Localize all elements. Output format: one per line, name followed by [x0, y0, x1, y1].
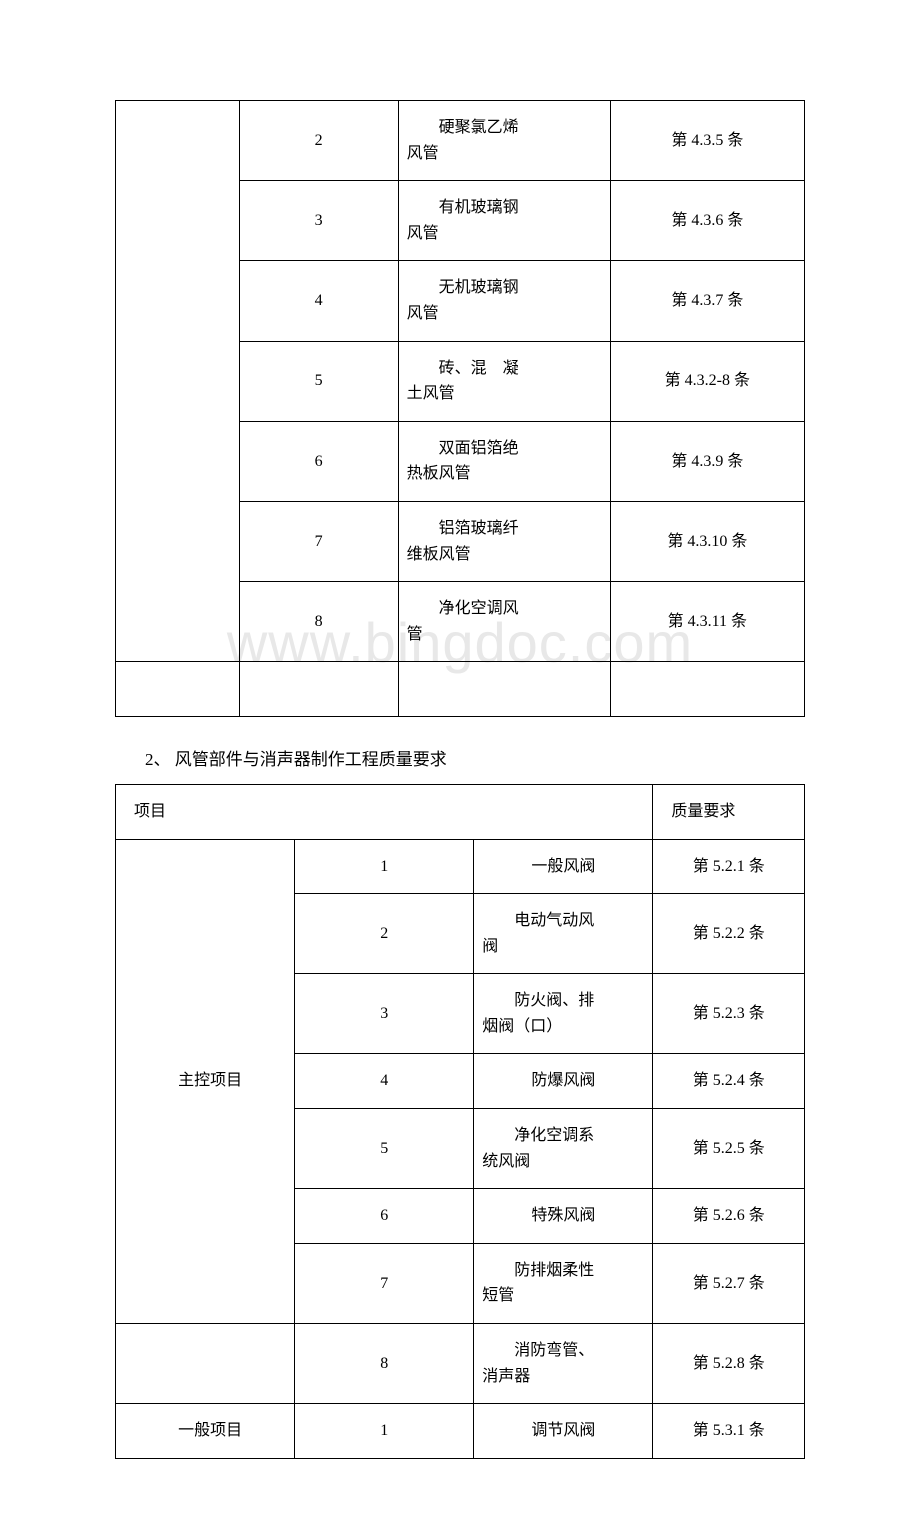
desc-line2: 烟阀（口）	[482, 1014, 644, 1040]
table-2: 项目 质量要求 主控项目 1 一般风阀 第 5.2.1 条 2 电动气动风阀 第…	[115, 784, 805, 1459]
table-cell-desc: 防排烟柔性短管	[474, 1243, 653, 1323]
desc-line1: 砖、混 凝	[407, 356, 602, 382]
table-cell-num: 3	[239, 181, 398, 261]
table-cell-req: 第 5.3.1 条	[653, 1404, 805, 1459]
table-cell-desc: 一般风阀	[474, 839, 653, 894]
table-cell-req: 第 4.3.6 条	[610, 181, 804, 261]
desc-line2: 风管	[407, 221, 602, 247]
table-header-row: 项目 质量要求	[116, 784, 805, 839]
section-label: 主控项目	[116, 839, 295, 1324]
desc-line2: 维板风管	[407, 542, 602, 568]
table-cell-empty	[610, 662, 804, 717]
desc-line1: 防火阀、排	[482, 988, 644, 1014]
table-cell-num: 5	[239, 341, 398, 421]
section-heading: 2、 风管部件与消声器制作工程质量要求	[145, 745, 805, 770]
table-cell-req: 第 5.2.2 条	[653, 894, 805, 974]
desc-line2: 风管	[407, 301, 602, 327]
desc-line1: 防排烟柔性	[482, 1258, 644, 1284]
table-cell-num: 4	[239, 261, 398, 341]
desc-line2: 阀	[482, 934, 644, 960]
table-cell-num: 5	[295, 1109, 474, 1189]
desc-line2: 消声器	[482, 1364, 644, 1390]
desc-line1: 净化空调系	[482, 1123, 644, 1149]
table-cell-empty	[116, 101, 240, 662]
table-cell-desc: 铝箔玻璃纤维板风管	[398, 501, 610, 581]
table-cell-req: 第 5.2.5 条	[653, 1109, 805, 1189]
desc-line2: 短管	[482, 1283, 644, 1309]
table-cell-desc: 砖、混 凝土风管	[398, 341, 610, 421]
table-cell-req: 第 4.3.2-8 条	[610, 341, 804, 421]
desc-line2: 管	[407, 622, 602, 648]
table-cell-req: 第 5.2.8 条	[653, 1324, 805, 1404]
table-cell-num: 1	[295, 839, 474, 894]
table-cell-desc: 有机玻璃钢风管	[398, 181, 610, 261]
table-cell-num: 8	[239, 582, 398, 662]
desc-line2: 风管	[407, 141, 602, 167]
table-cell-empty	[398, 662, 610, 717]
table-cell-num: 7	[239, 501, 398, 581]
table-cell-req: 第 5.2.7 条	[653, 1243, 805, 1323]
desc-line1: 双面铝箔绝	[407, 436, 602, 462]
table-cell-desc: 调节风阀	[474, 1404, 653, 1459]
table-cell-desc: 净化空调风管	[398, 582, 610, 662]
desc-line1: 电动气动风	[482, 908, 644, 934]
desc-line1: 铝箔玻璃纤	[407, 516, 602, 542]
table-cell-req: 第 4.3.10 条	[610, 501, 804, 581]
desc-line1: 消防弯管、	[482, 1338, 644, 1364]
table-cell-desc: 电动气动风阀	[474, 894, 653, 974]
table-cell-req: 第 5.2.3 条	[653, 974, 805, 1054]
desc-line2: 土风管	[407, 381, 602, 407]
desc-line1: 净化空调风	[407, 596, 602, 622]
section-label: 一般项目	[116, 1404, 295, 1459]
table-cell-num: 3	[295, 974, 474, 1054]
desc-line2: 统风阀	[482, 1149, 644, 1175]
table-cell-desc: 特殊风阀	[474, 1189, 653, 1244]
table-cell-num: 6	[239, 421, 398, 501]
table-cell-desc: 净化空调系统风阀	[474, 1109, 653, 1189]
desc-line2: 热板风管	[407, 461, 602, 487]
table-cell-num: 4	[295, 1054, 474, 1109]
table-1: 2 硬聚氯乙烯风管 第 4.3.5 条 3 有机玻璃钢风管 第 4.3.6 条 …	[115, 100, 805, 717]
header-cell-right: 质量要求	[653, 784, 805, 839]
table-cell-req: 第 4.3.7 条	[610, 261, 804, 341]
table-cell-req: 第 5.2.1 条	[653, 839, 805, 894]
table-cell-desc: 消防弯管、消声器	[474, 1324, 653, 1404]
table-cell-num: 6	[295, 1189, 474, 1244]
table-cell-req: 第 4.3.5 条	[610, 101, 804, 181]
table-cell-num: 2	[239, 101, 398, 181]
table-cell-desc: 硬聚氯乙烯风管	[398, 101, 610, 181]
desc-line1: 有机玻璃钢	[407, 195, 602, 221]
table-cell-num: 2	[295, 894, 474, 974]
table-cell-num: 8	[295, 1324, 474, 1404]
table-cell-req: 第 4.3.9 条	[610, 421, 804, 501]
table-cell-num: 7	[295, 1243, 474, 1323]
table-row-empty	[116, 662, 805, 717]
table-cell-num: 1	[295, 1404, 474, 1459]
desc-line1: 硬聚氯乙烯	[407, 115, 602, 141]
table-row: 主控项目 1 一般风阀 第 5.2.1 条	[116, 839, 805, 894]
table-cell-desc: 防爆风阀	[474, 1054, 653, 1109]
table-row: 8 消防弯管、消声器 第 5.2.8 条	[116, 1324, 805, 1404]
header-cell-left: 项目	[116, 784, 653, 839]
table-row: 一般项目 1 调节风阀 第 5.3.1 条	[116, 1404, 805, 1459]
table-cell-desc: 防火阀、排烟阀（口）	[474, 974, 653, 1054]
table-cell-req: 第 4.3.11 条	[610, 582, 804, 662]
table-cell-desc: 无机玻璃钢风管	[398, 261, 610, 341]
table-row: 2 硬聚氯乙烯风管 第 4.3.5 条	[116, 101, 805, 181]
desc-line1: 无机玻璃钢	[407, 275, 602, 301]
table-cell-empty	[116, 662, 240, 717]
table-cell-empty	[116, 1324, 295, 1404]
table-cell-req: 第 5.2.4 条	[653, 1054, 805, 1109]
table-cell-desc: 双面铝箔绝热板风管	[398, 421, 610, 501]
table-cell-req: 第 5.2.6 条	[653, 1189, 805, 1244]
table-cell-empty	[239, 662, 398, 717]
